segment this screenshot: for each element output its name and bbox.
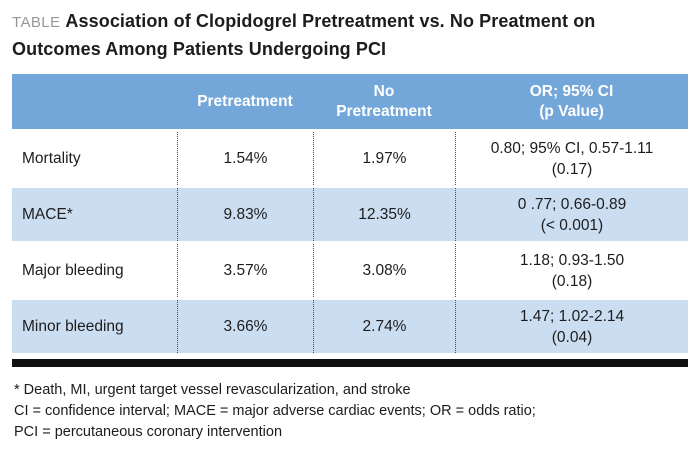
footnote-abbreviations: CI = confidence interval; MACE = major a… <box>14 403 536 419</box>
outcomes-table: Pretreatment No Pretreatment OR; 95% CI … <box>12 71 688 356</box>
header-outcome <box>12 74 177 129</box>
table-row-major-bleeding: Major bleeding 3.57% 3.08% 1.18; 0.93-1.… <box>12 244 688 297</box>
cell-no-pretreatment: 1.97% <box>313 132 455 185</box>
cell-or-ci: 0 .77; 0.66-0.89 (< 0.001) <box>455 188 688 241</box>
header-row: Pretreatment No Pretreatment OR; 95% CI … <box>12 74 688 129</box>
cell-or-ci: 1.47; 1.02-2.14 (0.04) <box>455 300 688 353</box>
footnote-pci: PCI = percutaneous coronary intervention <box>14 424 283 440</box>
table-row-mortality: Mortality 1.54% 1.97% 0.80; 95% CI, 0.57… <box>12 132 688 185</box>
cell-no-pretreatment: 3.08% <box>313 244 455 297</box>
header-pretreatment: Pretreatment <box>177 74 313 129</box>
cell-no-pretreatment: 12.35% <box>313 188 455 241</box>
footnote-asterisk: * Death, MI, urgent target vessel revasc… <box>14 382 411 398</box>
divider-bar <box>12 359 688 367</box>
header-no-pretreatment: No Pretreatment <box>313 74 455 129</box>
header-or-ci: OR; 95% CI (p Value) <box>455 74 688 129</box>
cell-pretreatment: 9.83% <box>177 188 313 241</box>
cell-no-pretreatment: 2.74% <box>313 300 455 353</box>
figure-title: TABLE Association of Clopidogrel Pretreat… <box>12 8 688 62</box>
cell-or-ci: 0.80; 95% CI, 0.57-1.11 (0.17) <box>455 132 688 185</box>
cell-pretreatment: 3.66% <box>177 300 313 353</box>
table-row-mace: MACE* 9.83% 12.35% 0 .77; 0.66-0.89 (< 0… <box>12 188 688 241</box>
cell-outcome: MACE* <box>12 188 177 241</box>
cell-outcome: Mortality <box>12 132 177 185</box>
footnotes: * Death, MI, urgent target vessel revasc… <box>12 380 688 443</box>
table-kicker-label: TABLE <box>12 14 61 31</box>
figure-title-text: Association of Clopidogrel Pretreatment … <box>12 11 596 59</box>
cell-or-ci: 1.18; 0.93-1.50 (0.18) <box>455 244 688 297</box>
cell-outcome: Major bleeding <box>12 244 177 297</box>
table-row-minor-bleeding: Minor bleeding 3.66% 2.74% 1.47; 1.02-2.… <box>12 300 688 353</box>
cell-outcome: Minor bleeding <box>12 300 177 353</box>
cell-pretreatment: 3.57% <box>177 244 313 297</box>
cell-pretreatment: 1.54% <box>177 132 313 185</box>
